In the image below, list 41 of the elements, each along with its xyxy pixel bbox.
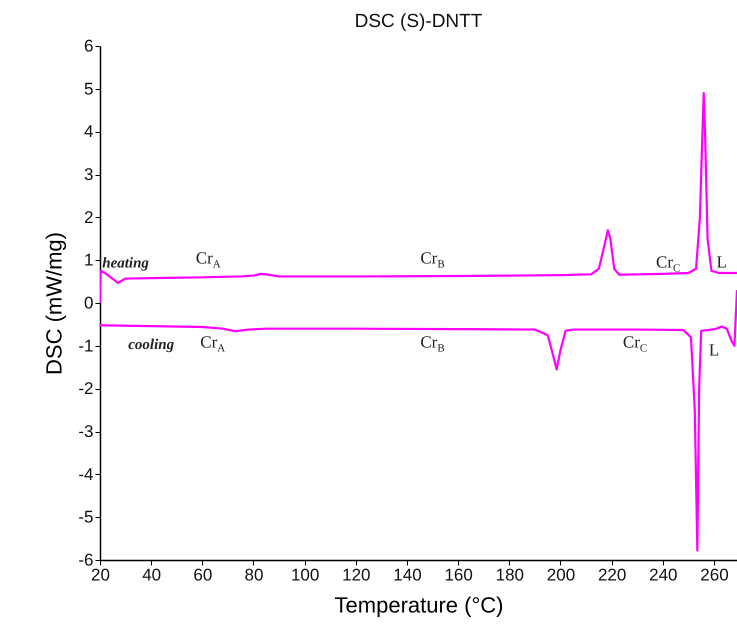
x-tick-label: 180 [496,566,524,584]
x-tick-label: 200 [546,566,576,584]
annotation: Cr$_{C}$ [656,252,680,276]
x-tick-label: 260 [700,566,729,584]
y-tick-label: 3 [84,165,94,184]
x-tick-label: 100 [290,566,320,584]
annotation: Cr$_{A}$ [196,248,221,272]
y-tick-label: 1 [84,250,94,270]
x-tick-label: 80 [244,566,264,584]
y-tick-label: 6 [84,36,94,56]
x-axis-title: Temperature (°C) [334,592,504,618]
x-tick-label: 220 [598,566,626,584]
x-tick-label: 20 [91,566,110,584]
x-tick-label: 60 [193,566,212,584]
y-tick-label: 4 [84,122,94,142]
y-tick-label: -3 [78,422,94,441]
y-tick-label: -2 [78,379,94,398]
y-axis-title: DSC (mW/mg) [41,232,66,375]
y-tick-label: 0 [84,294,94,312]
y-tick-label: -4 [78,464,94,484]
annotation: Cr$_{B}$ [420,332,445,354]
chart-title: DSC (S)-DNTT [354,11,483,32]
x-tick-label: 120 [342,566,371,584]
y-tick-label: -6 [78,550,94,570]
annotation: L [708,340,720,360]
series-label: cooling [128,337,175,354]
annotation: Cr$_{A}$ [200,332,226,354]
series-label: heating [102,256,150,272]
x-tick-label: 160 [444,566,473,584]
annotation: Cr$_{B}$ [420,248,445,272]
annotation: Cr$_{C}$ [622,332,648,354]
y-tick-label: 2 [84,208,94,227]
line-series [100,92,737,304]
x-tick-label: 140 [393,566,422,584]
x-tick-label: 40 [142,566,162,584]
y-tick-label: -1 [78,336,94,356]
annotation: L [716,252,727,272]
line-series [100,289,737,552]
x-tick-label: 240 [649,566,678,584]
y-tick-label: 5 [84,79,94,98]
y-tick-label: -5 [78,508,94,527]
